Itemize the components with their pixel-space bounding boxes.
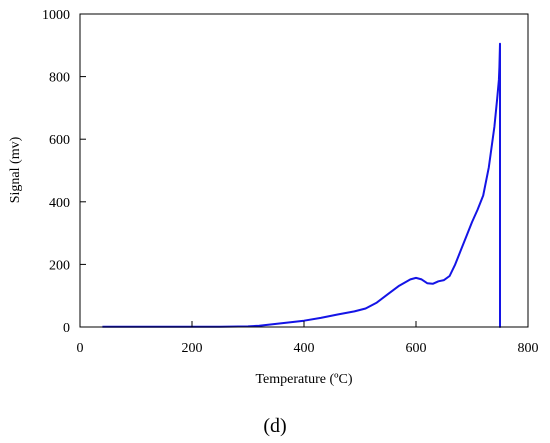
x-tick-label: 400: [294, 341, 315, 356]
y-axis-title: Signal (mv): [8, 136, 23, 203]
y-tick-label: 1000: [42, 8, 70, 23]
series-line: [102, 42, 501, 328]
panel-label: (d): [263, 415, 286, 437]
y-tick-label: 0: [63, 321, 70, 336]
y-tick-label: 200: [49, 258, 70, 273]
x-tick-label: 0: [77, 341, 84, 356]
x-axis-title: Temperature (ºC): [255, 372, 352, 387]
y-tick-label: 400: [49, 196, 70, 211]
x-tick-label: 800: [518, 341, 539, 356]
y-tick-label: 600: [49, 133, 70, 148]
y-tick-label: 800: [49, 71, 70, 86]
x-tick-label: 200: [182, 341, 203, 356]
x-tick-label: 600: [406, 341, 427, 356]
tick-layer: 0 200 400 600 800 0 200 400 600 800 1000: [42, 8, 539, 356]
plot-layer: [102, 42, 501, 328]
